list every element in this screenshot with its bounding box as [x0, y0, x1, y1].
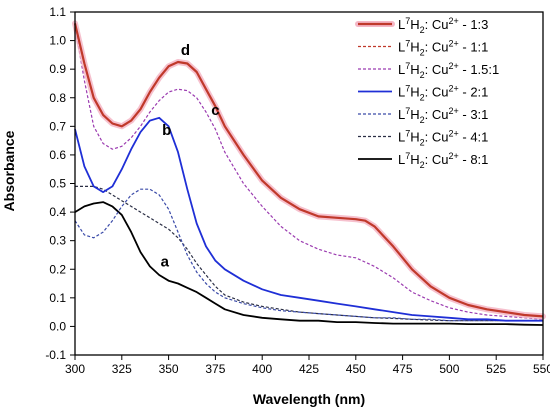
- x-tick-label-0: 300: [65, 362, 85, 376]
- y-tick-label-0: -0.1: [45, 348, 66, 362]
- curve-label-b: b: [162, 122, 171, 139]
- series-6-line: [74, 201, 544, 326]
- legend: L7H2: Cu2+ - 1:3 L7H2: Cu2+ - 1:1 L7H2: Cu…: [355, 16, 499, 170]
- curve-label-a: a: [161, 253, 170, 270]
- curve-label-c: c: [211, 102, 219, 119]
- legend-label-1: L7H2: Cu2+ - 1:1: [398, 39, 488, 58]
- y-tick-label-1: 0.0: [49, 319, 66, 333]
- x-axis-title: Wavelength (nm): [253, 391, 365, 407]
- y-tick-label-6: 0.5: [49, 177, 66, 191]
- legend-label-5: L7H2: Cu2+ - 4:1: [398, 129, 488, 148]
- x-tick-label-10: 550: [533, 362, 550, 376]
- curve-label-d: d: [181, 42, 190, 59]
- series-layer: [72, 20, 546, 326]
- x-tick-label-3: 375: [205, 362, 225, 376]
- y-tick-label-7: 0.6: [49, 148, 66, 162]
- x-tick-label-8: 500: [439, 362, 459, 376]
- legend-label-4: L7H2: Cu2+ - 3:1: [398, 106, 488, 125]
- x-tick-label-7: 475: [393, 362, 413, 376]
- y-tick-label-9: 0.8: [49, 91, 66, 105]
- y-tick-label-10: 0.9: [49, 62, 66, 76]
- y-tick-label-8: 0.7: [49, 119, 66, 133]
- x-tick-label-5: 425: [299, 362, 319, 376]
- y-tick-label-12: 1.1: [49, 5, 66, 19]
- x-tick-label-6: 450: [346, 362, 366, 376]
- annotation-layer: a b c d: [161, 42, 220, 271]
- legend-label-2: L7H2: Cu2+ - 1.5:1: [398, 61, 499, 80]
- y-tick-label-3: 0.2: [49, 262, 66, 276]
- series-4-line: [74, 188, 543, 322]
- axes-layer: 300 325 350 375 400 425 450 475 500 525 550 -0.1 0.0…: [45, 5, 550, 376]
- y-axis-title: Absorbance: [1, 130, 17, 211]
- series-3-line: [74, 116, 543, 322]
- legend-label-3: L7H2: Cu2+ - 2:1: [398, 84, 488, 103]
- series-1-line: [74, 23, 544, 317]
- x-tick-label-4: 400: [252, 362, 272, 376]
- y-tick-label-2: 0.1: [49, 291, 66, 305]
- legend-label-6: L7H2: Cu2+ - 8:1: [398, 151, 488, 170]
- series-5-line: [75, 185, 543, 322]
- y-tick-label-4: 0.3: [49, 234, 66, 248]
- legend-label-0: L7H2: Cu2+ - 1:3: [398, 16, 488, 35]
- x-tick-label-2: 350: [159, 362, 179, 376]
- x-tick-label-1: 325: [112, 362, 132, 376]
- y-tick-label-11: 1.0: [49, 34, 66, 48]
- x-tick-label-9: 525: [486, 362, 506, 376]
- y-tick-label-5: 0.4: [49, 205, 66, 219]
